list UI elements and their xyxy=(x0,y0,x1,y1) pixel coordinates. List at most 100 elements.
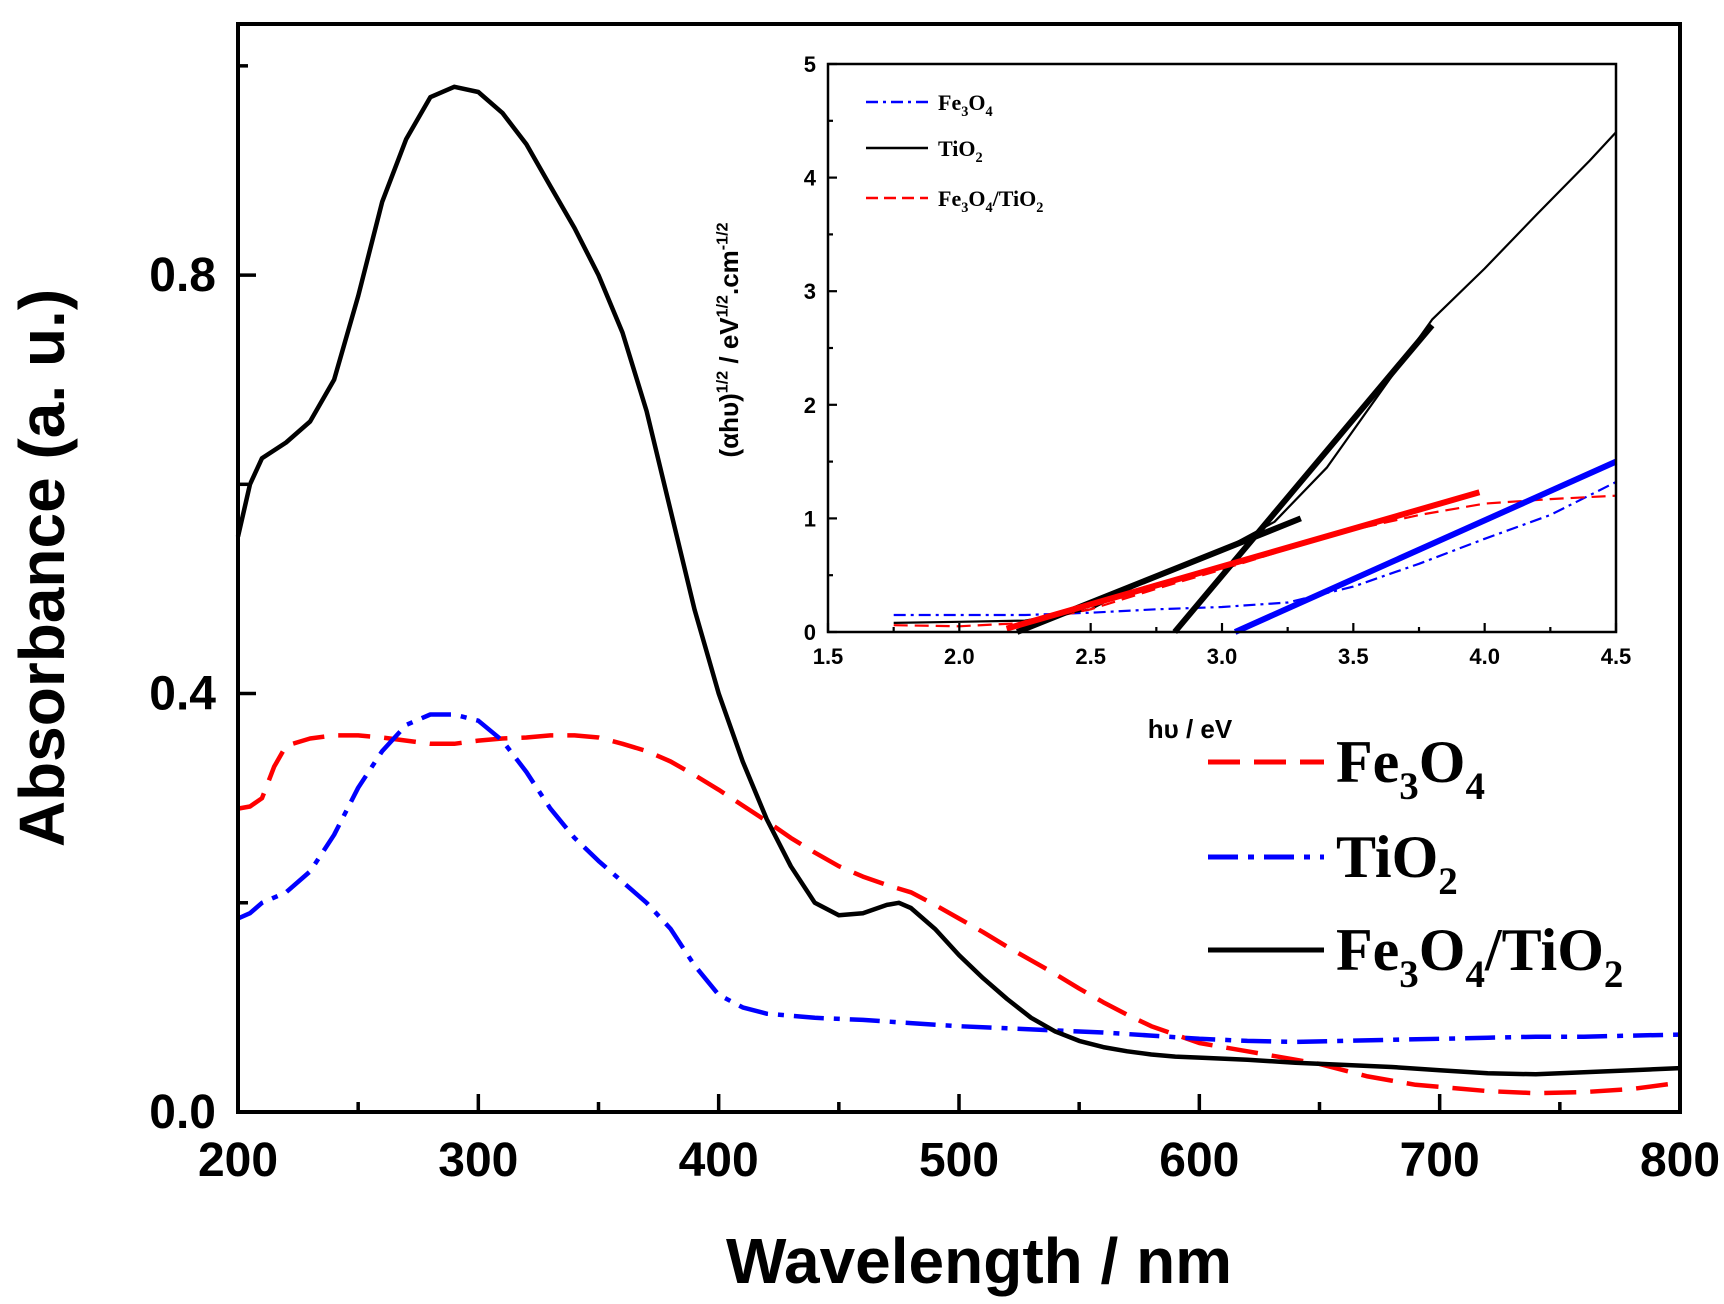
data-point-fe3o4 xyxy=(622,743,624,745)
text-part: 3 xyxy=(961,200,968,216)
data-point-fe3o4 xyxy=(1030,960,1032,962)
text-part: Fe xyxy=(1336,917,1399,983)
data-point-tio2 xyxy=(742,1007,744,1009)
data-point-fe3o4 xyxy=(1295,1059,1297,1061)
data-point-fe3o4 xyxy=(502,738,504,740)
legend-label-fe3o4_tio2: Fe3O4/TiO2 xyxy=(1336,917,1623,996)
data-point-fe3o4 xyxy=(405,740,407,742)
data-point-fe3o4_tio2 xyxy=(622,332,624,334)
data-point-fe3o4_tio2 xyxy=(454,86,456,88)
data-point-fe3o4 xyxy=(1078,988,1080,990)
data-point-fe3o4_tio2 xyxy=(718,693,720,695)
x-tick-label: 500 xyxy=(919,1134,999,1187)
data-point-fe3o4_tio2 xyxy=(910,907,912,909)
data-point-inset_fe3o4 xyxy=(1484,538,1486,540)
data-point-tio2 xyxy=(910,1022,912,1024)
data-point-fe3o4_tio2 xyxy=(814,902,816,904)
x-tick-label: 3.5 xyxy=(1338,644,1369,669)
data-point-inset_fe3o4 xyxy=(1550,514,1552,516)
data-point-fe3o4_tio2 xyxy=(670,510,672,512)
y-tick-label: 0.4 xyxy=(149,668,216,721)
data-point-fe3o4_tio2 xyxy=(1583,1071,1585,1073)
data-point-tio2 xyxy=(718,994,720,996)
text-part: /TiO xyxy=(1484,917,1604,983)
x-tick-label: 2.5 xyxy=(1075,644,1106,669)
data-point-fe3o4 xyxy=(862,876,864,878)
text-part: Fe xyxy=(938,186,961,211)
data-point-tio2 xyxy=(862,1019,864,1021)
data-point-tio2 xyxy=(405,724,407,726)
data-point-tio2 xyxy=(766,1013,768,1015)
data-point-inset_fe3o4_tio2 xyxy=(1550,498,1552,500)
data-point-fe3o4_tio2 xyxy=(934,928,936,930)
data-point-fe3o4 xyxy=(1583,1091,1585,1093)
inset-legend-label-inset_fe3o4: Fe3O4 xyxy=(938,90,993,120)
data-point-fe3o4 xyxy=(982,931,984,933)
text-part: .cm xyxy=(714,250,744,295)
data-point-tio2 xyxy=(261,902,263,904)
data-point-fe3o4_tio2 xyxy=(1439,1069,1441,1071)
data-point-fe3o4 xyxy=(333,735,335,737)
data-point-fe3o4 xyxy=(381,737,383,739)
data-point-tio2 xyxy=(646,902,648,904)
data-point-fe3o4 xyxy=(1631,1088,1633,1090)
data-point-tio2 xyxy=(1006,1028,1008,1030)
x-tick-label: 1.5 xyxy=(813,644,844,669)
data-point-tio2 xyxy=(1487,1037,1489,1039)
data-point-tio2 xyxy=(309,871,311,873)
text-part: 4 xyxy=(1465,765,1485,808)
data-point-inset_fe3o4 xyxy=(1156,609,1158,611)
data-point-inset_fe3o4_tio2 xyxy=(1418,514,1420,516)
data-point-fe3o4 xyxy=(646,750,648,752)
data-point-tio2 xyxy=(1151,1035,1153,1037)
data-point-inset_fe3o4 xyxy=(1353,586,1355,588)
data-point-fe3o4_tio2 xyxy=(333,379,335,381)
fit-line xyxy=(1005,489,1481,632)
text-part: O xyxy=(1419,917,1466,983)
text-part: Fe xyxy=(938,90,961,115)
data-point-fe3o4_tio2 xyxy=(1247,1059,1249,1061)
data-point-fe3o4_tio2 xyxy=(1391,1066,1393,1068)
y-tick-label: 0 xyxy=(804,620,816,645)
text-part: 2 xyxy=(1604,953,1624,996)
data-point-fe3o4_tio2 xyxy=(1487,1073,1489,1075)
data-point-fe3o4 xyxy=(1006,946,1008,948)
data-point-fe3o4_tio2 xyxy=(1030,1017,1032,1019)
data-point-fe3o4_tio2 xyxy=(646,410,648,412)
data-point-fe3o4 xyxy=(249,806,251,808)
data-point-tio2 xyxy=(1247,1040,1249,1042)
text-part: Fe xyxy=(1336,729,1399,795)
data-point-fe3o4 xyxy=(574,735,576,737)
y-tick-label: 3 xyxy=(804,279,816,304)
data-point-fe3o4_tio2 xyxy=(1631,1069,1633,1071)
data-point-fe3o4_tio2 xyxy=(1054,1031,1056,1033)
x-tick-label: 600 xyxy=(1159,1134,1239,1187)
data-point-tio2 xyxy=(1535,1036,1537,1038)
data-point-tio2 xyxy=(357,787,359,789)
data-point-inset_tio2 xyxy=(1274,521,1276,523)
data-point-inset_fe3o4 xyxy=(959,614,961,616)
x-axis-label: Wavelength / nm xyxy=(726,1225,1232,1297)
data-point-fe3o4_tio2 xyxy=(862,912,864,914)
data-point-fe3o4 xyxy=(934,904,936,906)
text-part: 3 xyxy=(1399,953,1419,996)
data-point-fe3o4 xyxy=(1102,1001,1104,1003)
data-point-fe3o4 xyxy=(357,735,359,737)
data-point-fe3o4 xyxy=(742,805,744,807)
data-point-fe3o4_tio2 xyxy=(478,91,480,93)
data-point-tio2 xyxy=(454,714,456,716)
data-point-tio2 xyxy=(1391,1039,1393,1041)
text-part: 1/2 xyxy=(714,295,732,317)
data-point-inset_tio2 xyxy=(1536,213,1538,215)
text-part: 3 xyxy=(961,104,968,120)
legend-label-fe3o4: Fe3O4 xyxy=(1336,729,1485,808)
data-point-fe3o4_tio2 xyxy=(309,421,311,423)
legend-label-tio2: TiO2 xyxy=(1336,824,1458,903)
data-point-fe3o4_tio2 xyxy=(357,295,359,297)
data-point-fe3o4_tio2 xyxy=(838,915,840,917)
data-point-fe3o4 xyxy=(1367,1076,1369,1078)
data-point-fe3o4 xyxy=(309,738,311,740)
x-tick-label: 400 xyxy=(679,1134,759,1187)
